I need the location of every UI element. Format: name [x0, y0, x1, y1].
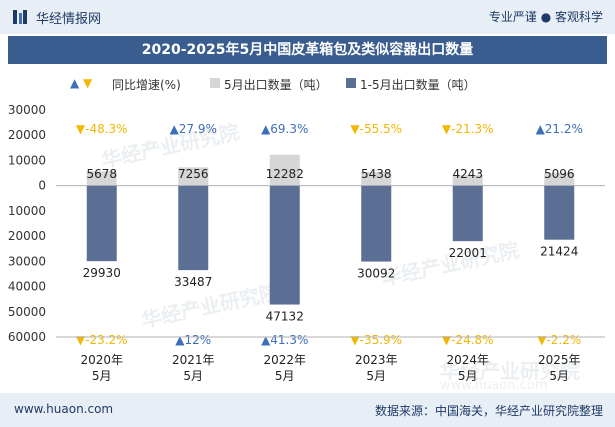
x-tick-label: 2023年: [355, 353, 398, 367]
may-value-label: 4243: [452, 167, 483, 181]
watermark-url: www.huaon.com: [440, 378, 548, 393]
huajing-logo-icon: [13, 10, 27, 24]
cumulative-value-label: 29930: [83, 266, 121, 280]
may-value-label: 7256: [178, 167, 209, 181]
may-bar: [86, 171, 117, 186]
y-axis: 30000 20000 10000 0 10000 20000 30000 40000 5000…: [8, 103, 605, 344]
legend-down-triangle-icon: ▼: [83, 76, 93, 90]
legend-up-triangle-icon: ▲: [70, 76, 80, 90]
cumulative-value-label: 22001: [449, 246, 487, 260]
x-tick-label: 5月: [183, 369, 203, 383]
y-tick-label: 20000: [8, 128, 46, 142]
header-tagline: 专业严谨 ● 客观科学: [488, 10, 603, 24]
y-tick-label: 50000: [8, 305, 46, 319]
may-bar: [361, 171, 392, 186]
cumulative-yoy-label: ▼-2.2%: [537, 333, 581, 347]
x-tick-label: 2020年: [80, 353, 123, 367]
may-value-label: 5678: [86, 167, 117, 181]
x-tick-label: 2024年: [446, 353, 489, 367]
cumulative-yoy-label: ▲41.3%: [261, 333, 308, 347]
may-yoy-label: ▼-21.3%: [442, 122, 494, 136]
x-tick-label: 5月: [549, 369, 569, 383]
may-yoy-label: ▲69.3%: [261, 122, 308, 136]
x-tick-label: 5月: [458, 369, 478, 383]
may-yoy-label: ▼-55.5%: [350, 122, 402, 136]
y-tick-label: 10000: [8, 153, 46, 167]
footer-source: 数据来源：中国海关，华经产业研究院整理: [374, 404, 603, 418]
may-bar: [178, 167, 209, 186]
y-tick-label: 0: [38, 179, 46, 193]
y-tick-label: 60000: [8, 330, 46, 344]
cumulative-bar: [178, 185, 209, 271]
y-tick-label: 30000: [8, 103, 46, 117]
cumulative-yoy-label: ▲12%: [175, 333, 211, 347]
y-tick-label: 20000: [8, 229, 46, 243]
may-value-label: 12282: [266, 167, 304, 181]
x-tick-label: 5月: [366, 369, 386, 383]
watermark-text: 华经产业研究院: [440, 359, 580, 383]
y-tick-label: 10000: [8, 204, 46, 218]
cumulative-bar: [86, 185, 117, 262]
may-bar: [452, 174, 483, 186]
header-bar: 华经情报网 专业严谨 ● 客观科学: [0, 0, 615, 34]
may-value-label: 5438: [361, 167, 392, 181]
cumulative-bar: [452, 185, 483, 242]
cumulative-yoy-label: ▼-23.2%: [76, 333, 128, 347]
footer-site: www.huaon.com: [14, 402, 114, 416]
bar-group: [86, 154, 575, 305]
cumulative-value-label: 21424: [540, 245, 578, 259]
x-axis: 2020年 5月 2021年 5月 2022年 5月 2023年 5月 2024年 5月 2025年…: [56, 336, 605, 383]
brand-name: 华经情报网: [36, 12, 102, 27]
legend-may-swatch: [210, 78, 220, 88]
cumulative-yoy-label: ▼-35.9%: [350, 333, 402, 347]
x-tick-label: 5月: [275, 369, 295, 383]
legend-yoy-label: 同比增速(%): [112, 78, 181, 92]
may-bar: [269, 154, 300, 186]
may-bar: [544, 172, 575, 186]
y-tick-label: 40000: [8, 280, 46, 294]
cumulative-yoy-label: ▼-24.8%: [442, 333, 494, 347]
may-yoy-label: ▼-48.3%: [76, 122, 128, 136]
legend-cum-swatch: [346, 78, 356, 88]
chart-plot: 30000 20000 10000 0 10000 20000 30000 40000 5000…: [8, 103, 605, 383]
cumulative-bar: [361, 185, 392, 262]
x-tick-label: 2021年: [172, 353, 215, 367]
chart-title: 2020-2025年5月中国皮革箱包及类似容器出口数量: [141, 42, 474, 58]
legend-may-label: 5月出口数量（吨）: [224, 78, 328, 92]
legend-cum-label: 1-5月出口数量（吨）: [360, 78, 476, 92]
x-tick-label: 2025年: [538, 353, 581, 367]
x-tick-label: 5月: [92, 369, 112, 383]
may-yoy-label: ▲21.2%: [536, 122, 583, 136]
x-tick-label: 2022年: [263, 353, 306, 367]
cumulative-value-label: 30092: [357, 267, 395, 281]
title-bar: 2020-2025年5月中国皮革箱包及类似容器出口数量: [8, 36, 607, 64]
footer-bar: www.huaon.com 数据来源：中国海关，华经产业研究院整理: [0, 393, 615, 427]
cumulative-value-label: 47132: [266, 310, 304, 324]
may-yoy-label: ▲27.9%: [170, 122, 217, 136]
y-tick-label: 30000: [8, 254, 46, 268]
label-group: 5678 29930 ▼-48.3% ▼-23.2% 7256 33487 ▲27.9% ▲1…: [76, 122, 583, 347]
cumulative-value-label: 33487: [174, 275, 212, 289]
cumulative-bar: [544, 185, 575, 240]
cumulative-bar: [269, 185, 300, 305]
may-value-label: 5096: [544, 167, 575, 181]
